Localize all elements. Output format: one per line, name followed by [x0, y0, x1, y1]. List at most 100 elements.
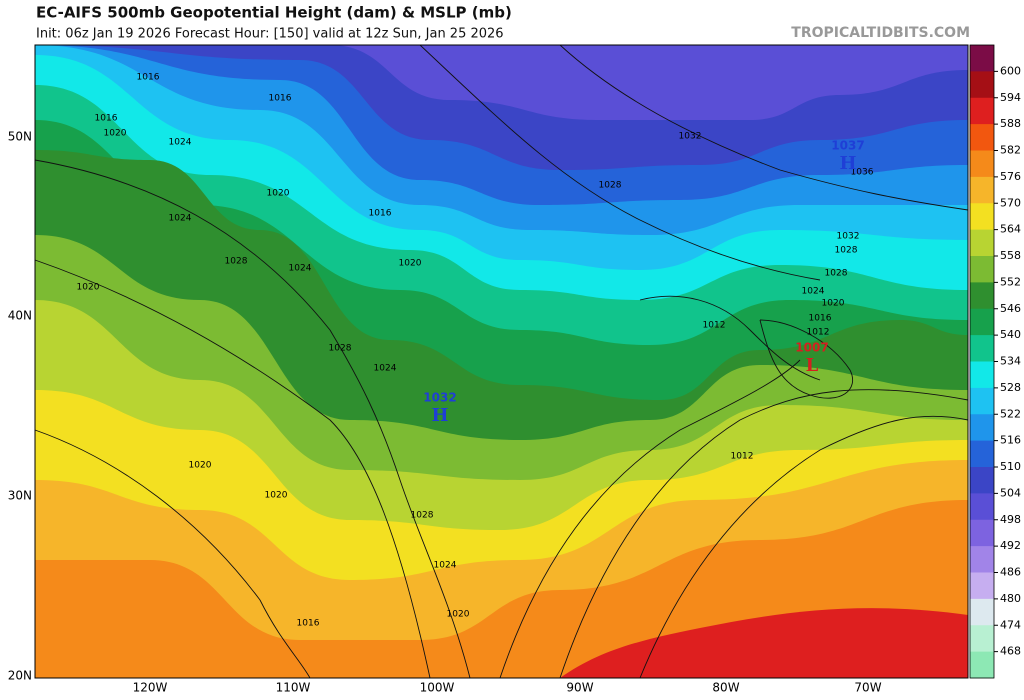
latitude-label: 50N	[8, 130, 32, 144]
longitude-label: 120W	[133, 681, 168, 695]
colorbar-segment	[970, 598, 994, 626]
isobar-label: 1028	[225, 257, 248, 267]
colorbar-segment	[970, 572, 994, 600]
colorbar-label: 474	[1000, 618, 1021, 631]
isobar	[639, 295, 821, 381]
isobar-label: 1016	[137, 73, 160, 83]
colorbar-segment	[970, 282, 994, 310]
isobar-label: 1016	[269, 94, 292, 104]
isobar-label: 1028	[329, 344, 352, 354]
colorbar-label: 558	[1000, 249, 1021, 262]
colorbar-label: 534	[1000, 355, 1021, 368]
isobar-label: 1020	[822, 299, 845, 309]
isobar-label: 1032	[837, 232, 860, 242]
pressure-value: 1032	[423, 391, 456, 405]
colorbar-segment	[970, 308, 994, 336]
pressure-symbol: H	[431, 405, 448, 426]
colorbar-label: 594	[1000, 91, 1021, 104]
isobar-label: 1024	[802, 287, 825, 297]
isobar-label: 1012	[731, 452, 754, 462]
colorbar-label: 546	[1000, 302, 1021, 315]
isobar-label: 1024	[289, 264, 312, 274]
pressure-symbol: L	[806, 355, 819, 376]
isobar-label: 1024	[169, 138, 192, 148]
isobar	[639, 415, 969, 679]
isobar-label: 1020	[104, 129, 127, 139]
isobar-label: 1020	[265, 491, 288, 501]
latitude-label: 20N	[8, 669, 32, 683]
isobar	[559, 44, 969, 211]
isobar-label: 1028	[835, 246, 858, 256]
title: EC-AIFS 500mb Geopotential Height (dam) …	[36, 4, 512, 22]
isobar-label: 1024	[374, 364, 397, 374]
isobar	[34, 259, 431, 679]
colorbar-segment	[970, 387, 994, 415]
isobar-label: 1020	[399, 259, 422, 269]
colorbar-label: 510	[1000, 460, 1021, 473]
isobar-label: 1020	[77, 283, 100, 293]
longitude-label: 70W	[854, 681, 881, 695]
isobar	[34, 159, 471, 679]
colorbar-label: 498	[1000, 513, 1021, 526]
isobar	[759, 319, 853, 399]
colorbar-segment	[970, 546, 994, 573]
colorbar-segment	[970, 651, 994, 679]
isobar-label: 1020	[447, 610, 470, 620]
isobar-label: 1028	[599, 181, 622, 191]
latitude-label: 40N	[8, 309, 32, 323]
colorbar-label: 480	[1000, 592, 1021, 605]
colorbar-segment	[970, 467, 994, 494]
map-area: 1016101610161020102410201024102810201016…	[34, 44, 969, 679]
colorbar-label: 600	[1000, 64, 1021, 77]
isobar	[559, 389, 969, 679]
colorbar-segment	[970, 335, 994, 362]
isobar-label: 1020	[267, 189, 290, 199]
isobar-label: 1036	[851, 168, 874, 178]
colorbar-label: 576	[1000, 170, 1021, 183]
colorbar-label: 588	[1000, 117, 1021, 130]
longitude-label: 90W	[566, 681, 593, 695]
isobar-label: 1028	[411, 511, 434, 521]
isobar-label: 1016	[369, 209, 392, 219]
colorbar-label: 486	[1000, 566, 1021, 579]
longitude-label: 100W	[420, 681, 455, 695]
colorbar-label: 552	[1000, 275, 1021, 288]
colorbar-label: 522	[1000, 407, 1021, 420]
colorbar-label: 564	[1000, 223, 1021, 236]
colorbar-label: 492	[1000, 539, 1021, 552]
colorbar-label: 528	[1000, 381, 1021, 394]
colorbar-segment	[970, 256, 994, 283]
isobar	[499, 359, 801, 679]
isobar-label: 1016	[297, 619, 320, 629]
colorbar-segment	[970, 229, 994, 257]
isobar-label: 1028	[825, 269, 848, 279]
colorbar-label: 540	[1000, 328, 1021, 341]
colorbar-segment	[970, 493, 994, 521]
colorbar-label: 516	[1000, 434, 1021, 447]
subtitle: Init: 06z Jan 19 2026 Forecast Hour: [15…	[36, 27, 504, 42]
isobar-label: 1016	[809, 314, 832, 324]
watermark: TROPICALTIDBITS.COM	[791, 25, 970, 41]
colorbar-segment	[970, 519, 994, 547]
isobar-label: 1024	[169, 214, 192, 224]
isobar-label: 1012	[703, 321, 726, 331]
longitude-label: 110W	[276, 681, 311, 695]
colorbar-segment	[970, 150, 994, 178]
isobar-label: 1012	[807, 328, 830, 338]
height-band	[560, 608, 968, 678]
colorbar-segment	[970, 45, 994, 72]
isobar	[419, 44, 821, 281]
isobar-label: 1020	[189, 461, 212, 471]
isobar-label: 1032	[679, 132, 702, 142]
colorbar-label: 570	[1000, 196, 1021, 209]
isobar-label: 1016	[95, 114, 118, 124]
colorbar-segment	[970, 176, 994, 204]
pressure-symbol: H	[839, 153, 856, 174]
colorbar-segment	[970, 124, 994, 151]
colorbar-label: 504	[1000, 486, 1021, 499]
longitude-label: 80W	[712, 681, 739, 695]
colorbar-segment	[970, 414, 994, 442]
map-frame	[34, 44, 969, 679]
